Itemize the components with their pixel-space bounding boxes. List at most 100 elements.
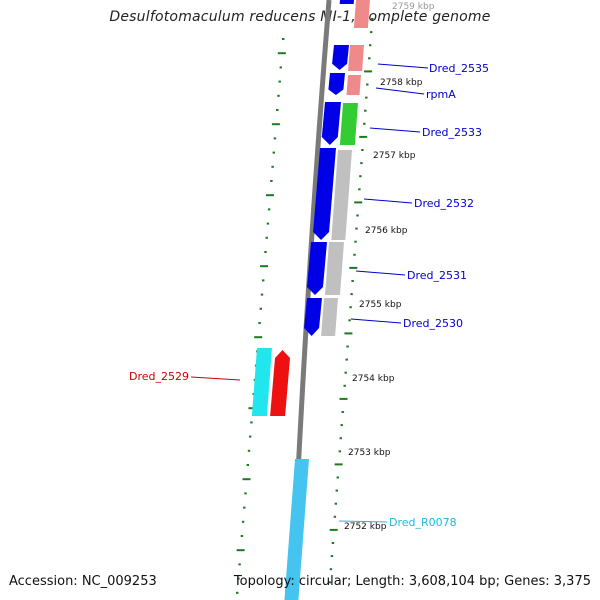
leader-line xyxy=(377,63,429,69)
outer-tick xyxy=(345,358,348,361)
gene-label: Dred_2530 xyxy=(403,317,463,330)
inner-tick xyxy=(237,577,240,580)
inner-tick xyxy=(271,123,280,126)
scale-label: 2753 kbp xyxy=(348,448,391,458)
outer-tick xyxy=(363,122,366,125)
cog-block xyxy=(348,45,364,71)
inner-tick xyxy=(277,52,286,55)
inner-tick xyxy=(249,435,252,438)
label-leader-lines xyxy=(190,63,429,523)
inner-tick xyxy=(246,464,249,466)
cog-block xyxy=(325,242,344,295)
outer-tick xyxy=(344,332,353,335)
inner-tick xyxy=(259,307,262,310)
scale-label: 2754 kbp xyxy=(352,374,395,384)
topology-text: Topology: circular; Length: 3,608,104 bp… xyxy=(233,574,591,589)
cds-arrow xyxy=(328,73,345,95)
outer-tick xyxy=(339,437,342,440)
outer-tick xyxy=(349,266,358,269)
gene-label: Dred_2533 xyxy=(422,126,482,139)
outer-tick xyxy=(329,528,338,531)
outer-tick xyxy=(334,502,337,505)
outer-tick xyxy=(359,135,368,138)
outer-tick xyxy=(364,109,367,112)
outer-tick xyxy=(356,214,359,217)
cog-block xyxy=(321,298,338,336)
outer-tick xyxy=(368,57,371,60)
inner-tick xyxy=(240,535,244,537)
inner-tick xyxy=(241,520,245,523)
outer-tick xyxy=(338,450,341,453)
outer-tick xyxy=(353,253,356,256)
outer-tick xyxy=(329,568,333,571)
cds-arrow xyxy=(270,350,290,416)
inner-tick xyxy=(282,38,285,40)
map-title: Desulfotomaculum reducens MI-1, complete… xyxy=(109,9,491,25)
outer-tick xyxy=(365,96,368,99)
inner-tick xyxy=(265,236,268,239)
cog-block xyxy=(339,103,358,145)
inner-tick xyxy=(243,506,246,509)
outer-tick xyxy=(358,188,361,191)
cog-block xyxy=(353,0,370,28)
inner-tick xyxy=(247,449,251,452)
cog-block xyxy=(331,150,352,240)
inner-tick xyxy=(277,94,280,97)
inner-tick xyxy=(271,165,274,168)
inner-tick xyxy=(260,293,264,296)
cds-arrow xyxy=(321,102,341,145)
outer-tick xyxy=(331,542,335,544)
outer-tick xyxy=(369,44,372,47)
scale-label: 2752 kbp xyxy=(344,522,387,532)
leader-line xyxy=(355,270,406,276)
scale-label: 2757 kbp xyxy=(373,151,416,161)
outer-tick-track xyxy=(328,18,374,584)
cds-arrow xyxy=(251,348,272,416)
outer-tick xyxy=(341,411,344,413)
gene-label: Dred_2529 xyxy=(129,370,189,383)
outer-tick xyxy=(349,306,352,309)
cds-arrow xyxy=(313,148,336,240)
inner-tick xyxy=(266,222,270,225)
outer-tick xyxy=(364,70,373,73)
outer-tick xyxy=(355,227,358,230)
inner-tick xyxy=(272,151,275,154)
outer-tick xyxy=(370,31,373,34)
inner-tick xyxy=(242,478,251,481)
outer-tick xyxy=(359,175,362,178)
feature-track xyxy=(251,0,370,600)
outer-tick xyxy=(350,293,353,296)
inner-tick xyxy=(254,336,263,339)
cds-arrow xyxy=(332,45,349,70)
outer-tick xyxy=(346,345,349,348)
scale-label: 2756 kbp xyxy=(365,226,408,236)
outer-tick xyxy=(330,555,334,558)
cds-arrow xyxy=(307,242,327,295)
inner-tick xyxy=(276,109,279,111)
scale-label: 2755 kbp xyxy=(359,300,402,310)
inner-tick xyxy=(236,549,245,552)
outer-tick xyxy=(336,476,339,479)
gene-label: Dred_R0078 xyxy=(389,516,457,529)
gene-label: rpmA xyxy=(426,88,456,101)
outer-tick xyxy=(354,240,357,243)
gene-label: Dred_2535 xyxy=(429,62,489,75)
leader-line xyxy=(363,198,413,204)
outer-tick xyxy=(328,581,332,584)
outer-tick xyxy=(360,162,363,165)
label-layer: 2759 kbp 2758 kbp 2757 kbp 2756 kbp 2755 kbp… xyxy=(129,2,489,532)
inner-tick xyxy=(262,279,265,282)
inner-tick xyxy=(260,265,269,268)
leader-line xyxy=(375,87,425,95)
leader-line xyxy=(190,376,241,381)
inner-tick xyxy=(270,180,273,182)
leader-line xyxy=(369,127,421,133)
outer-tick xyxy=(340,424,343,427)
outer-tick xyxy=(354,201,363,204)
rrna-block xyxy=(284,459,309,600)
cog-block xyxy=(346,75,361,95)
inner-tick xyxy=(279,66,282,69)
inner-tick xyxy=(236,591,239,594)
inner-tick xyxy=(244,492,247,495)
